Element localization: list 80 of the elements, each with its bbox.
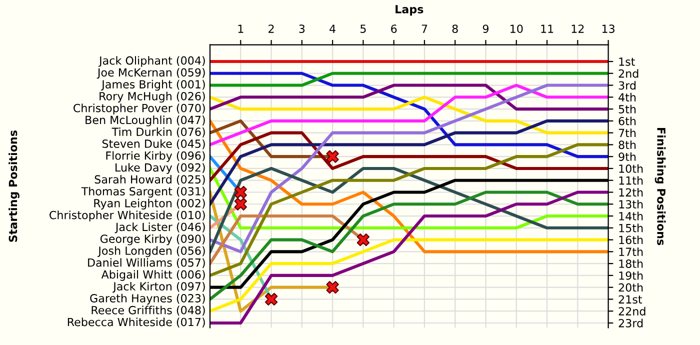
x-tick-label: 2 xyxy=(268,24,274,33)
y-tick-label: 16th xyxy=(619,236,643,244)
y-tick-label: 17th xyxy=(619,247,643,256)
series-label: Reece Griffiths (048) xyxy=(92,306,205,316)
line-series xyxy=(210,238,608,313)
x-tick-label: 13 xyxy=(602,24,614,33)
x-tick-label: 11 xyxy=(541,24,554,33)
point xyxy=(264,292,278,306)
point xyxy=(326,150,339,163)
series-label: Jack Kirton (097) xyxy=(112,282,205,293)
y-tick-label: 11th xyxy=(619,176,643,185)
x-tick-label: 6 xyxy=(391,24,397,33)
x-tick-label: 7 xyxy=(422,24,428,33)
y-tick-label: 15th xyxy=(619,224,643,232)
line-series xyxy=(210,119,608,206)
x-tick-label: 8 xyxy=(452,24,458,33)
series-label: Daniel Williams (057) xyxy=(88,258,205,268)
series-label: George Kirby (090) xyxy=(100,234,205,246)
x-tick-label: 1 xyxy=(238,24,244,33)
y-tick-label: 3rd xyxy=(618,81,636,90)
series-label: Rory McHugh (026) xyxy=(100,92,205,103)
series-label: Tim Durkin (076) xyxy=(112,127,205,138)
series-label: Joe McKernan (059) xyxy=(96,68,205,79)
y-tick-label: 20th xyxy=(618,283,643,292)
y-tick-label: 14th xyxy=(619,212,643,220)
series-label: Christopher Pover (070) xyxy=(74,104,205,114)
series-label: Abigail Whitt (006) xyxy=(101,270,205,281)
line-series xyxy=(210,166,608,254)
y-tick-label: 10th xyxy=(619,164,643,173)
series-label: James Bright (001) xyxy=(101,80,205,91)
series-label: Steven Duke (045) xyxy=(102,139,205,150)
series-label: Christopher Whiteside (010) xyxy=(50,210,205,222)
y-tick-label: 13th xyxy=(619,200,643,209)
x-tick-label: 9 xyxy=(482,24,488,33)
line-series xyxy=(210,143,608,277)
y-tick-label: 5th xyxy=(618,104,636,114)
point xyxy=(356,233,370,246)
series-label: Sarah Howard (025) xyxy=(94,174,205,185)
series-label: Ben McLoughlin (047) xyxy=(86,116,205,126)
point xyxy=(234,186,248,199)
series-label: Luke Davy (092) xyxy=(116,163,205,174)
series-label: Josh Longden (056) xyxy=(98,246,205,258)
line-series xyxy=(210,84,608,254)
series-label: Rebecca Whiteside (017) xyxy=(68,318,205,328)
line-series xyxy=(210,190,608,301)
line-series xyxy=(210,84,608,146)
line-series xyxy=(210,190,608,325)
x-axis-title: Laps xyxy=(396,5,424,16)
x-tick-label: 3 xyxy=(299,24,305,33)
series-label: Jack Oliphant (004) xyxy=(98,56,205,67)
y-tick-label: 18th xyxy=(619,259,643,268)
y-tick-label: 4th xyxy=(618,92,636,102)
text: Starting Positions xyxy=(8,130,20,242)
y-tick-label: 1st xyxy=(619,58,635,66)
y-tick-label: 19th xyxy=(619,271,643,280)
series-label: Ryan Leighton (002) xyxy=(94,198,205,210)
x-tick-label: 4 xyxy=(330,24,336,33)
line-series xyxy=(210,119,608,254)
series-label: Thomas Sargent (031) xyxy=(81,186,205,198)
y-tick-label: 2nd xyxy=(618,69,638,78)
series-label: Jack Lister (046) xyxy=(114,222,205,234)
series-label: Gareth Haynes (023) xyxy=(90,294,205,305)
x-tick-label: 12 xyxy=(572,24,584,33)
y-tick-label: 12th xyxy=(619,188,643,196)
point xyxy=(234,198,248,210)
y-tick-label: 9th xyxy=(618,152,636,161)
line-series xyxy=(210,131,608,182)
y-tick-label: 21st xyxy=(618,295,642,304)
y-tick-label: 22nd xyxy=(618,306,646,316)
series-label: Florrie Kirby (096) xyxy=(106,151,205,162)
y-tick-label: 6th xyxy=(618,116,636,126)
y-tick-label: 23rd xyxy=(618,318,643,328)
y-axis-title: Finishing Positions xyxy=(654,128,666,246)
line-series xyxy=(210,96,608,134)
y-tick-label: 8th xyxy=(618,140,636,150)
point xyxy=(326,280,339,294)
x-tick-label: 5 xyxy=(360,24,366,33)
y-tick-label: 7th xyxy=(618,128,636,138)
line-series xyxy=(210,72,608,158)
x-tick-label: 10 xyxy=(510,24,523,33)
